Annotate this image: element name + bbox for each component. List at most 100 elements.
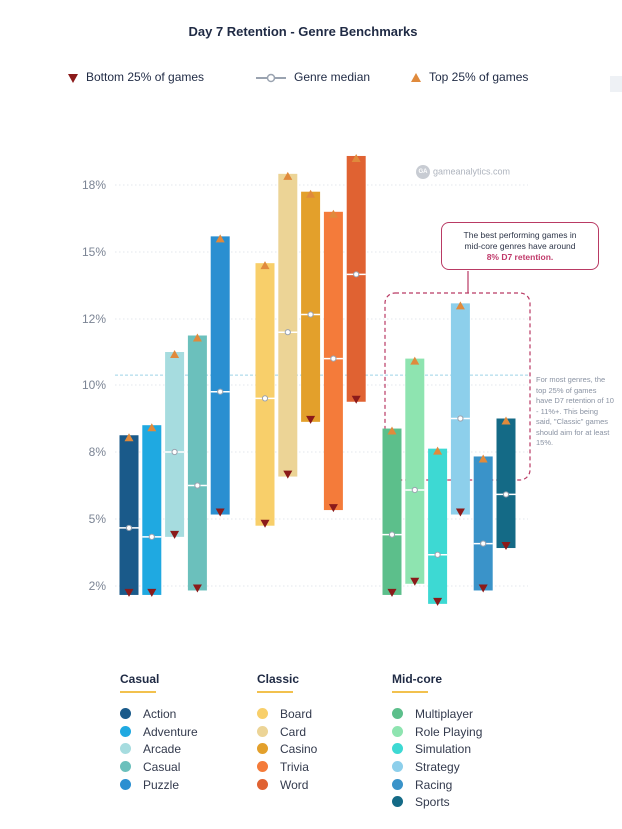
bottom-quartile-marker (170, 530, 180, 539)
top-quartile-marker (147, 423, 157, 432)
watermark-text: gameanalytics.com (433, 166, 511, 177)
genre-dot-icon (392, 743, 403, 755)
median-point (307, 311, 314, 318)
bottom-quartile-marker (124, 588, 134, 597)
range-bar-casino (301, 191, 321, 422)
annotation-line-2: mid-core genres have around (464, 241, 576, 251)
genre-label: Multiplayer (415, 707, 474, 721)
legend-group-classic: Classic Board Card Casino Trivia Word (257, 672, 317, 795)
genre-dot-icon (257, 743, 268, 755)
range-bar-casual (187, 335, 207, 591)
y-tick-label: 15% (82, 245, 106, 259)
genre-item-puzzle: Puzzle (120, 778, 198, 796)
legend-group-mid-core: Mid-core Multiplayer Role Playing Simula… (392, 672, 482, 813)
top-quartile-marker (260, 261, 270, 270)
group-title-casual: Casual (120, 672, 160, 686)
genre-dot-icon (120, 725, 131, 737)
top-quartile-marker (387, 426, 397, 435)
y-tick-label: 10% (82, 378, 106, 392)
range-bar-arcade (165, 352, 185, 537)
genre-item-racing: Racing (392, 778, 482, 796)
legend-item-median: Genre median (256, 70, 370, 84)
bottom-quartile-marker (215, 508, 225, 517)
range-bar-multiplayer (382, 428, 402, 595)
bottom-quartile-marker (328, 504, 338, 513)
legend-top-label: Top 25% of games (429, 70, 529, 84)
top-quartile-marker (328, 209, 338, 218)
genre-item-card: Card (257, 725, 317, 743)
genre-label: Casino (280, 742, 318, 757)
genre-dot-icon (392, 761, 403, 773)
bottom-quartile-marker (478, 584, 488, 593)
median-point (434, 551, 441, 558)
bottom-quartile-marker (433, 597, 443, 606)
bottom-quartile-marker (455, 508, 465, 517)
median-point (261, 395, 269, 402)
median-line-icon (256, 73, 286, 83)
annotation-highlight: 8% D7 retention. (486, 252, 554, 262)
legend-item-top: Top 25% of games (411, 70, 528, 84)
up-triangle-icon (411, 72, 421, 82)
y-tick-label: 12% (82, 312, 106, 326)
top-quartile-marker (215, 234, 225, 243)
genre-item-arcade: Arcade (120, 742, 198, 760)
median-point (388, 531, 396, 538)
genre-item-role-playing: Role Playing (392, 725, 482, 743)
median-point (480, 540, 487, 547)
genre-dot-icon (120, 743, 131, 755)
annotation-line-1: The best performing games in (463, 230, 577, 240)
y-tick-label: 5% (89, 512, 107, 526)
y-tick-label: 2% (89, 579, 107, 593)
bottom-quartile-marker (306, 415, 316, 424)
top-quartile-marker (351, 153, 361, 162)
range-bar-sports (496, 418, 516, 549)
range-bar-racing (473, 456, 493, 591)
group-underline (392, 691, 428, 693)
median-point (284, 329, 291, 336)
genre-label: Word (280, 777, 309, 792)
genre-dot-icon (392, 725, 403, 737)
genre-dot-icon (392, 796, 403, 808)
genre-item-word: Word (257, 778, 317, 796)
genre-item-casino: Casino (257, 742, 317, 760)
genre-label: Sports (415, 795, 450, 810)
median-point (353, 271, 360, 278)
watermark: GA gameanalytics.com (416, 165, 510, 179)
genre-label: Card (280, 724, 307, 739)
genre-item-adventure: Adventure (120, 725, 198, 743)
median-point (502, 491, 510, 498)
group-title-classic: Classic (257, 672, 300, 686)
genre-label: Role Playing (415, 724, 483, 739)
range-bar-action (119, 435, 139, 595)
median-point (457, 415, 464, 422)
genre-dot-icon (257, 761, 268, 773)
group-title-mid-core: Mid-core (392, 672, 443, 686)
median-point (148, 533, 155, 540)
bottom-quartile-marker (351, 395, 361, 404)
genre-label: Arcade (143, 742, 182, 757)
corner-chip (610, 76, 622, 92)
genre-item-action: Action (120, 707, 198, 725)
bottom-quartile-marker (283, 470, 293, 479)
bottom-quartile-marker (501, 542, 511, 551)
genre-label: Simulation (415, 742, 472, 757)
genre-dot-icon (257, 708, 268, 719)
range-bar-card (278, 173, 298, 477)
genre-label: Trivia (280, 760, 309, 775)
bottom-quartile-marker (260, 519, 270, 528)
bottom-quartile-marker (410, 577, 420, 586)
bottom-quartile-marker (387, 588, 397, 597)
top-quartile-marker (124, 433, 134, 442)
genre-dot-icon (392, 708, 403, 719)
gameanalytics-logo-icon: GA (416, 165, 430, 179)
range-bar-role-playing (405, 358, 425, 584)
genre-label: Puzzle (143, 777, 180, 792)
median-point (194, 482, 201, 489)
genre-item-strategy: Strategy (392, 760, 482, 778)
top-quartile-marker (410, 356, 420, 365)
bottom-quartile-marker (192, 584, 202, 593)
genre-dot-icon (257, 725, 268, 737)
legend-bottom-label: Bottom 25% of games (86, 70, 205, 84)
genre-label: Board (280, 707, 313, 721)
genre-dot-icon (120, 761, 131, 773)
